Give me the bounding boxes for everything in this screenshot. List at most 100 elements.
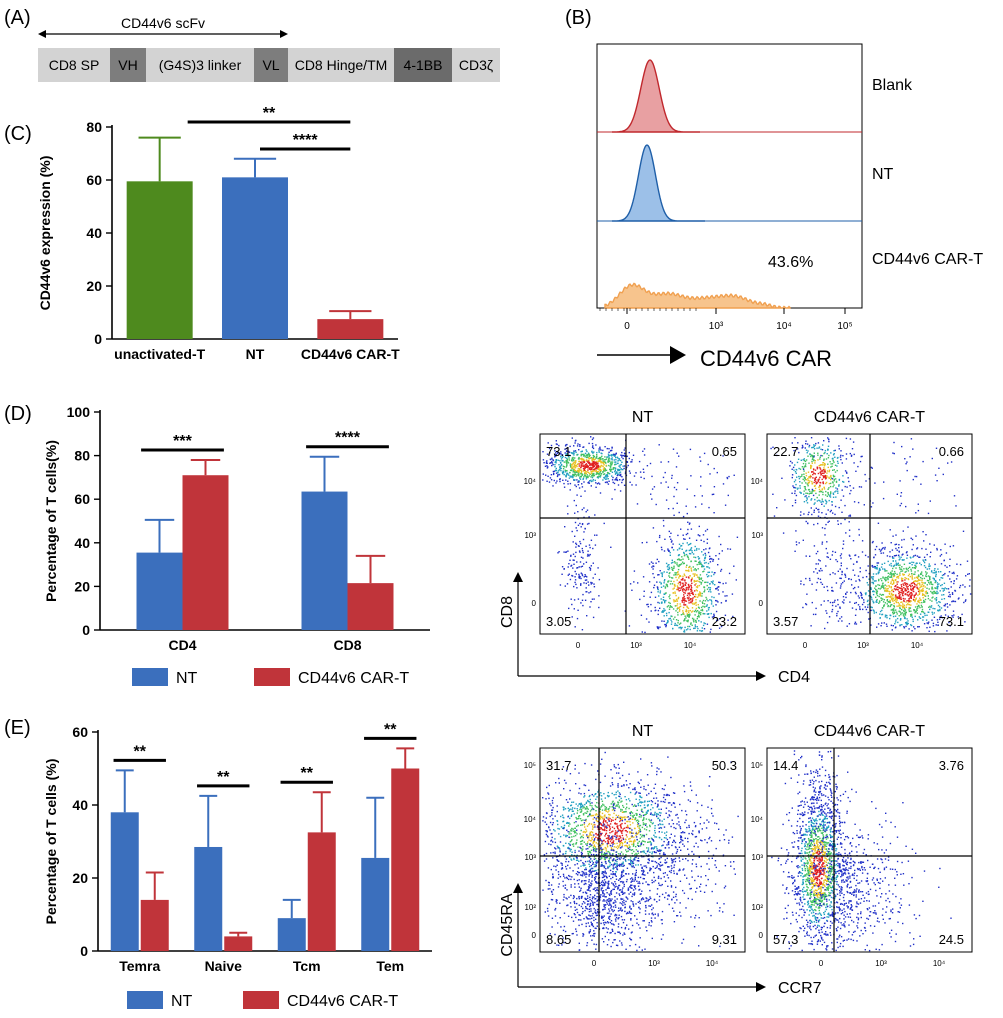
flow-dot	[815, 568, 817, 570]
flow-dot	[871, 564, 874, 567]
flow-dot	[805, 472, 807, 474]
flow-dot	[623, 484, 626, 486]
flow-x-tick-label: 10³	[630, 641, 642, 650]
flow-dot	[933, 569, 936, 572]
flow-dot	[919, 590, 921, 592]
flow-dot	[889, 576, 891, 578]
flow-dot	[848, 515, 850, 517]
flow-dot	[665, 812, 667, 814]
flow-dot	[702, 534, 705, 536]
flow-dot	[643, 823, 646, 825]
flow-dot	[911, 613, 913, 616]
flow-dot	[686, 532, 689, 535]
flow-dot	[895, 626, 897, 628]
flow-dot	[601, 852, 603, 855]
flow-dot	[944, 603, 947, 605]
flow-dot	[716, 822, 718, 825]
flow-dot	[701, 566, 703, 568]
flow-dot	[583, 474, 586, 476]
flow-dot	[820, 470, 822, 472]
flow-dot	[582, 813, 585, 815]
flow-dot	[613, 803, 616, 805]
flow-dot	[590, 480, 593, 483]
flow-dot	[589, 801, 591, 803]
flow-dot	[901, 605, 903, 607]
flow-dot	[612, 860, 614, 862]
flow-dot	[917, 570, 919, 572]
flow-dot	[620, 837, 622, 839]
flow-dot	[620, 473, 622, 476]
flow-dot	[551, 802, 554, 804]
flow-dot	[888, 596, 890, 598]
flow-dot	[882, 576, 884, 578]
flow-dot	[546, 460, 548, 462]
flow-dot	[944, 543, 946, 545]
flow-dot	[810, 498, 813, 500]
flow-dot	[605, 462, 607, 464]
flow-dot	[812, 457, 814, 459]
flow-dot	[686, 613, 688, 615]
x-tick-label: Tcm	[293, 958, 321, 974]
flow-dot	[688, 537, 691, 539]
flow-dot	[920, 573, 923, 575]
flow-dot	[676, 558, 679, 561]
flow-dot	[925, 575, 927, 577]
flow-dot	[867, 611, 869, 614]
flow-dot	[830, 491, 832, 493]
flow-dot	[803, 493, 805, 495]
flow-dot	[886, 585, 888, 587]
flow-dot	[899, 594, 901, 596]
flow-dot	[617, 469, 619, 472]
flow-dot	[691, 582, 693, 584]
flow-dot	[550, 479, 553, 481]
flow-dot	[823, 488, 826, 490]
flow-dot	[613, 808, 615, 810]
flow-dot	[669, 554, 671, 556]
flow-dot	[635, 791, 638, 793]
flow-dot	[574, 535, 576, 537]
flow-dot	[555, 467, 557, 470]
flow-dot	[910, 537, 912, 539]
flow-plot-frame	[539, 747, 746, 953]
flow-dot	[590, 539, 593, 541]
flow-dot	[595, 482, 597, 484]
flow-dot	[912, 588, 915, 590]
flow-dot	[680, 614, 683, 616]
flow-dot	[819, 476, 821, 479]
flow-dot	[578, 449, 580, 451]
flow-dot	[614, 461, 616, 463]
flow-dot	[910, 591, 913, 594]
flow-dot	[612, 853, 614, 855]
flow-dot	[544, 840, 547, 843]
flow-dot	[579, 542, 582, 545]
flow-dot	[559, 584, 562, 586]
flow-dot	[808, 577, 811, 580]
flow-dot	[953, 571, 955, 574]
flow-dot	[667, 564, 669, 566]
flow-dot	[654, 606, 656, 609]
flow-dot	[704, 613, 706, 615]
flow-dot	[834, 471, 837, 473]
flow-dot	[649, 820, 651, 822]
flow-dot	[911, 564, 913, 566]
flow-dot	[899, 558, 901, 560]
flow-dot	[837, 456, 839, 459]
flow-dot	[552, 797, 554, 799]
flow-dot	[704, 600, 707, 602]
flow-dot	[710, 599, 713, 601]
flow-dot	[687, 521, 689, 523]
flow-dot	[563, 834, 565, 836]
flow-dot	[827, 521, 829, 523]
flow-dot	[925, 571, 927, 573]
flow-dot	[640, 802, 643, 804]
flow-dot	[563, 824, 566, 827]
flow-dot	[895, 601, 898, 604]
flow-dot	[577, 867, 580, 869]
flow-dot	[669, 551, 671, 554]
flow-dot	[822, 444, 824, 446]
flow-dot	[810, 467, 812, 470]
flow-dot	[823, 486, 825, 489]
flow-dot	[831, 458, 834, 460]
flow-dot	[576, 859, 579, 861]
flow-dot	[885, 589, 887, 591]
